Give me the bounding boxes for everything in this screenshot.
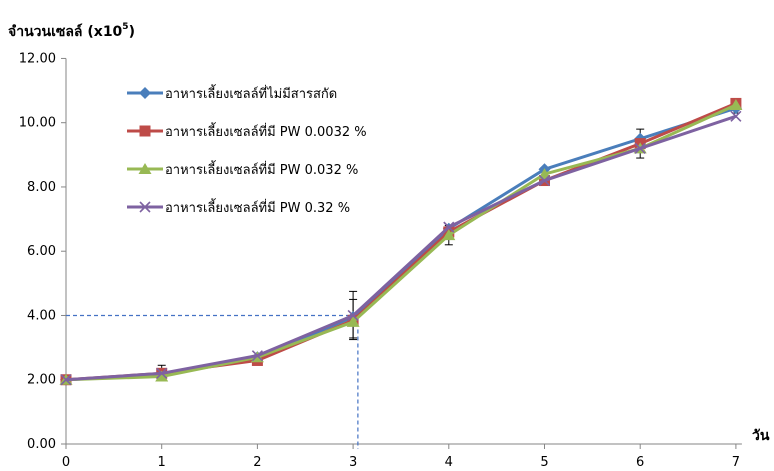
- legend-marker: [139, 87, 151, 99]
- data-point: [251, 350, 263, 362]
- y-tick-label: 10.00: [19, 116, 56, 131]
- data-point: [443, 221, 455, 233]
- legend-item: อาหารเลี้ยงเซลล์ที่มี PW 0.32 %: [127, 198, 350, 216]
- data-point: [634, 142, 646, 154]
- reference-lines: [66, 314, 359, 449]
- y-tick-label: 2.00: [27, 373, 56, 388]
- axes: 0.00 2.00 4.00 6.00 8.00 10.00 12.00 0 1 2 3 4 5 6 7: [19, 51, 742, 470]
- legend-item: อาหารเลี้ยงเซลล์ที่มี PW 0.0032 %: [127, 122, 367, 140]
- data-point: [60, 374, 72, 386]
- x-tick-label: 5: [540, 455, 548, 470]
- data-point: [730, 110, 742, 122]
- data-point: [729, 99, 743, 111]
- marker-stroke: [139, 201, 151, 213]
- x-tick-label: 0: [62, 455, 70, 470]
- y-tick-label: 4.00: [27, 308, 56, 323]
- data-point: [155, 370, 169, 382]
- legend-marker: [139, 201, 151, 213]
- marker-stroke: [634, 142, 646, 154]
- legend-label: อาหารเลี้ยงเซลล์ที่มี PW 0.32 %: [165, 198, 350, 216]
- y-tick-label: 0.00: [27, 437, 56, 452]
- x-tick-label: 7: [732, 455, 740, 470]
- marker-stroke: [443, 221, 455, 233]
- legend-label: อาหารเลี้ยงเซลล์ที่ไม่มีสารสกัด: [165, 84, 337, 102]
- series-2: [60, 97, 742, 386]
- x-tick-label: 3: [349, 455, 357, 470]
- series-line: [65, 114, 737, 382]
- marker-stroke: [156, 367, 168, 379]
- data-point: [347, 309, 359, 322]
- legend-marker: [139, 125, 151, 137]
- marker-stroke: [251, 350, 263, 362]
- marker-stroke: [538, 174, 551, 187]
- x-axis-title: วัน: [752, 428, 770, 444]
- marker-stroke: [730, 110, 742, 122]
- legend-item: อาหารเลี้ยงเซลล์ที่มี PW 0.032 %: [127, 160, 358, 178]
- y-axis-title: จำนวนเซลล์ (x105): [8, 22, 135, 40]
- y-tick-label: 8.00: [27, 180, 56, 195]
- legend-label: อาหารเลี้ยงเซลล์ที่มี PW 0.0032 %: [165, 122, 367, 140]
- marker-stroke: [347, 309, 359, 322]
- legend-item: อาหารเลี้ยงเซลล์ที่ไม่มีสารสกัด: [127, 84, 337, 102]
- data-point: [156, 367, 168, 379]
- data-point: [538, 174, 551, 187]
- legend: อาหารเลี้ยงเซลล์ที่ไม่มีสารสกัดอาหารเลี้…: [127, 84, 367, 216]
- marker-stroke: [60, 374, 72, 386]
- series-layer: [59, 97, 743, 386]
- x-tick-label: 6: [636, 455, 644, 470]
- y-tick-label: 12.00: [19, 51, 56, 66]
- x-tick-label: 2: [253, 455, 261, 470]
- series-4: [60, 110, 742, 386]
- legend-marker: [138, 163, 152, 174]
- x-tick-label: 1: [158, 455, 166, 470]
- legend-label: อาหารเลี้ยงเซลล์ที่มี PW 0.032 %: [165, 160, 358, 178]
- data-point: [346, 315, 360, 327]
- x-tick-label: 4: [445, 455, 453, 470]
- data-point: [442, 229, 456, 241]
- y-tick-label: 6.00: [27, 244, 56, 259]
